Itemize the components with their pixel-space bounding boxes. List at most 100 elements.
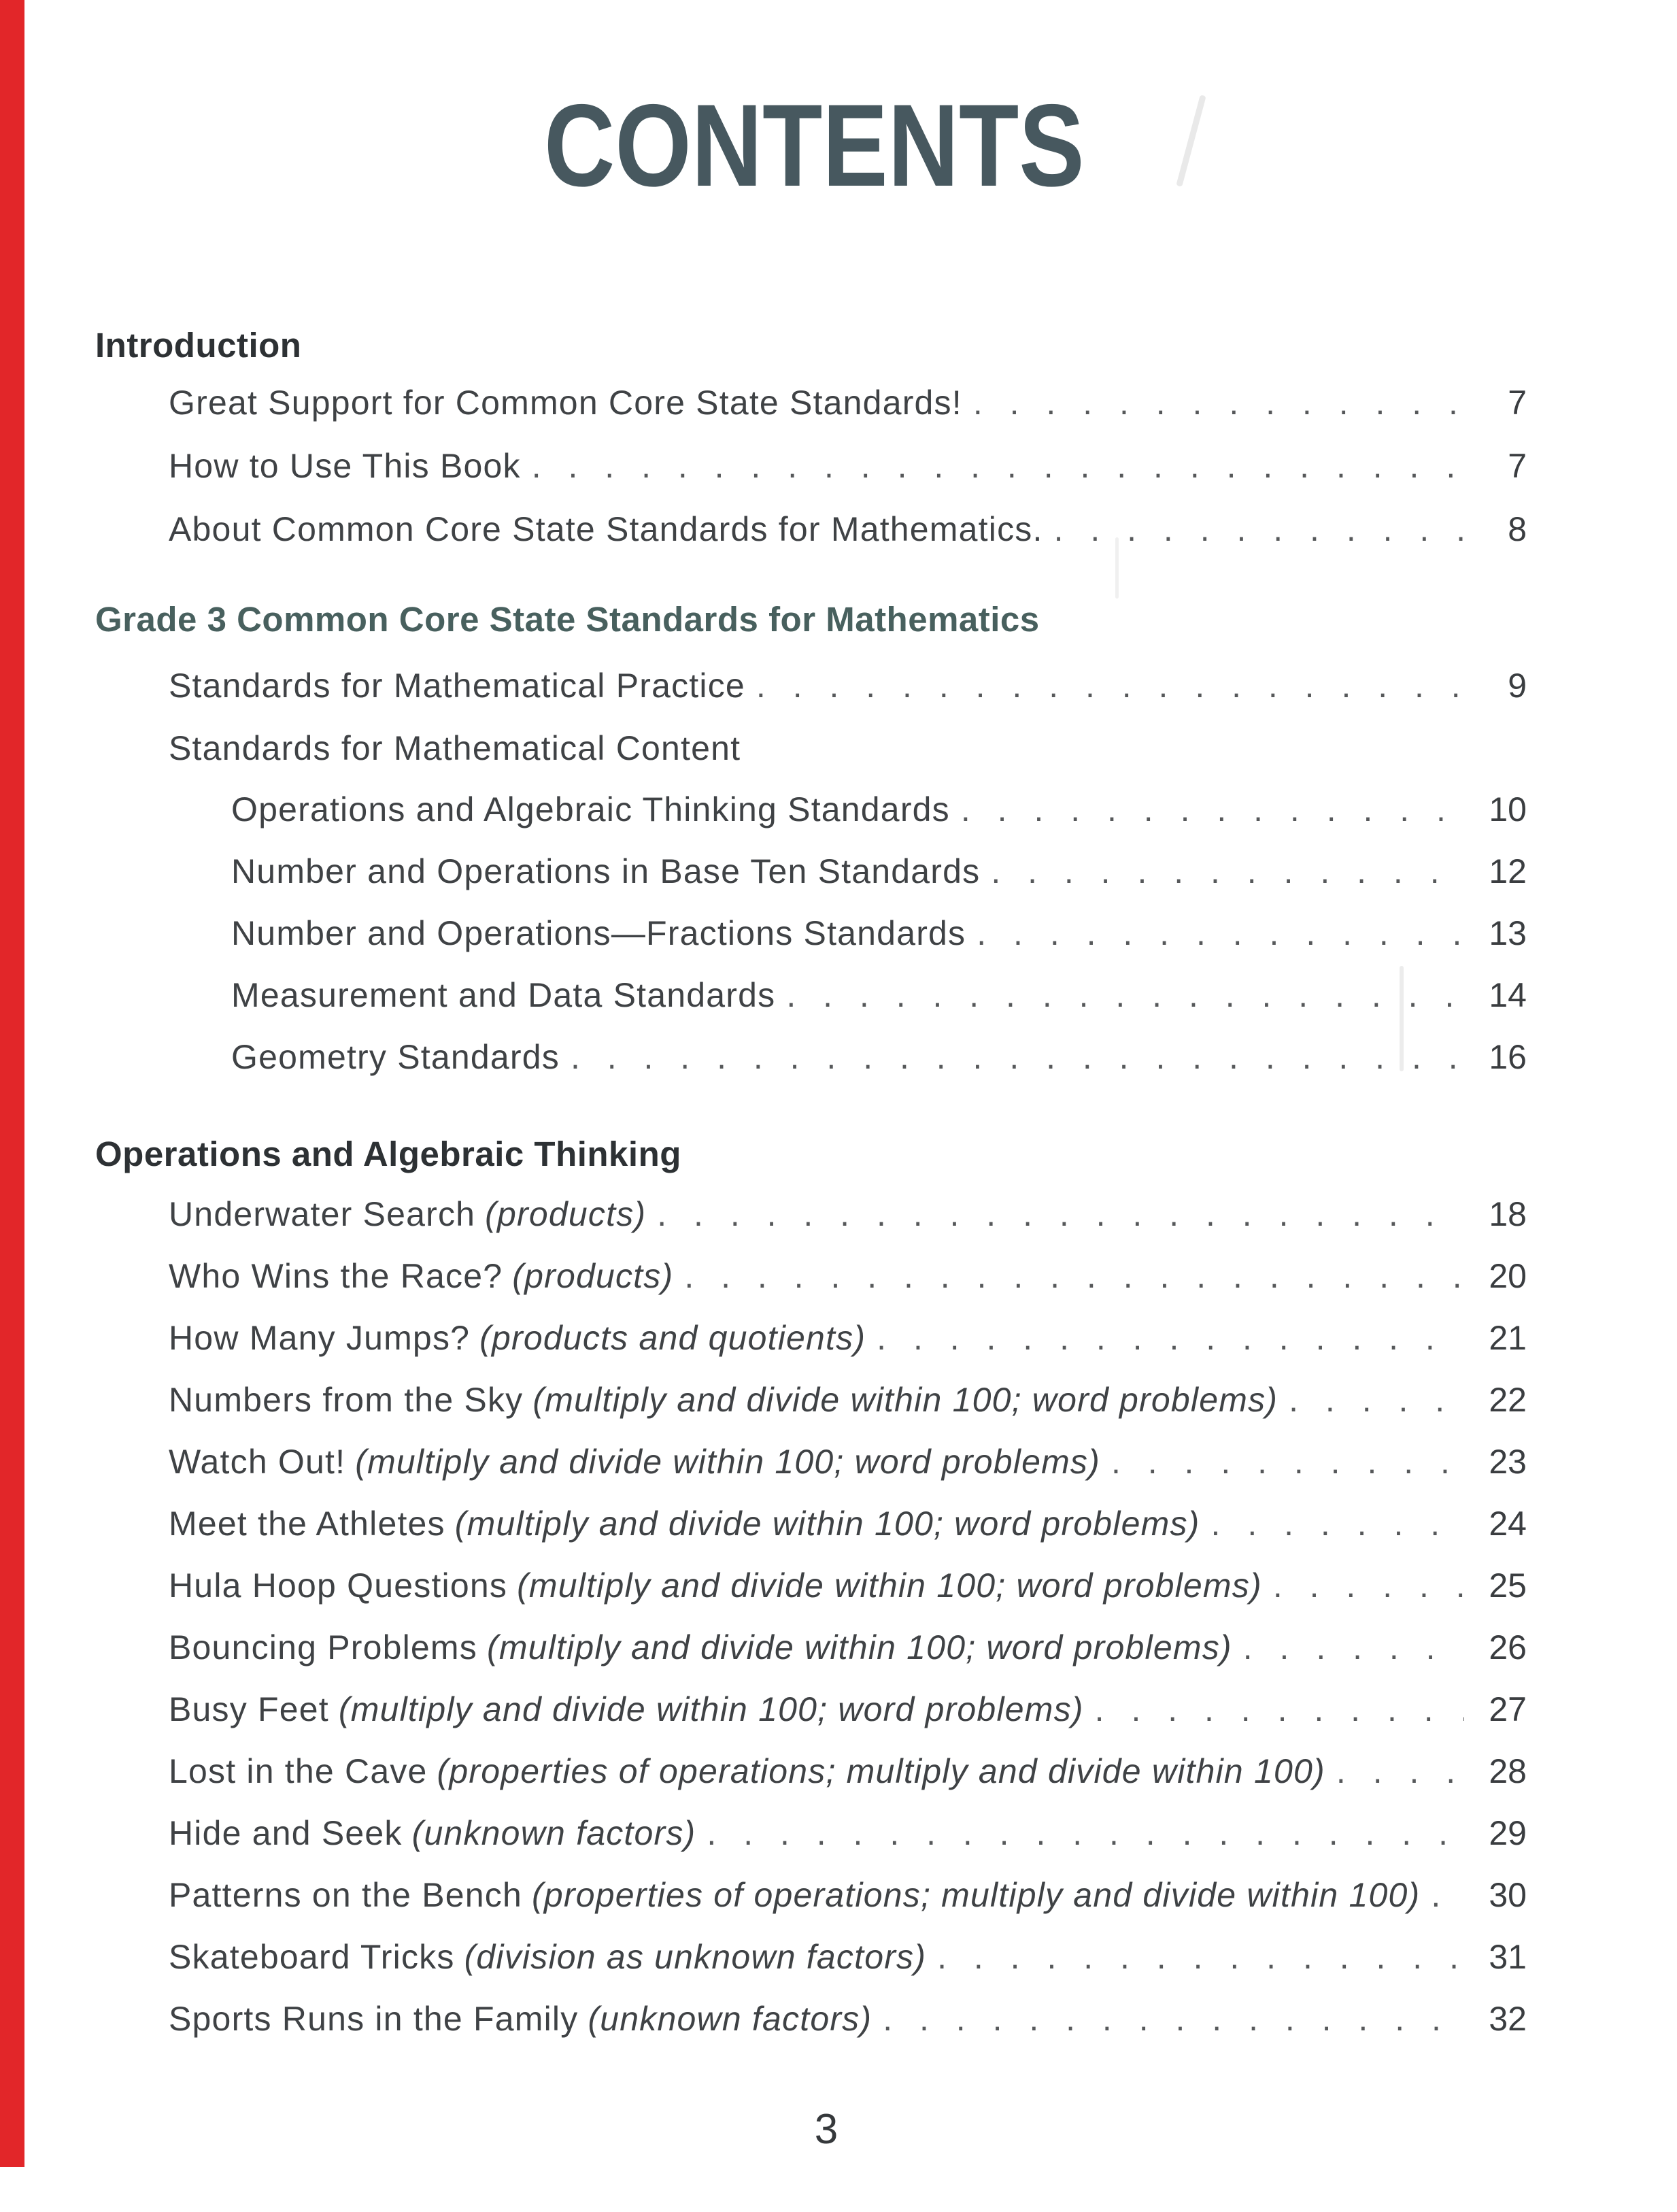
entry-note: (multiply and divide within 100; word pr…	[486, 1628, 1232, 1666]
toc-entry: Number and Operations—Fractions Standard…	[231, 913, 1527, 954]
toc-entry: How Many Jumps?(products and quotients) 2…	[169, 1318, 1527, 1358]
entry-title: Underwater Search	[169, 1195, 476, 1233]
dot-leader	[937, 1937, 1464, 1977]
entry-page-number: 26	[1489, 1628, 1527, 1666]
entry-page-number: 29	[1489, 1814, 1527, 1852]
entry-title: Sports Runs in the Family	[169, 2000, 579, 2038]
entry-title: Measurement and Data Standards	[231, 976, 776, 1014]
entry-title: How to Use This Book	[169, 447, 521, 485]
toc-entry: Sports Runs in the Family (unknown factor…	[169, 1998, 1527, 2039]
entry-title: Watch Out!	[169, 1443, 346, 1481]
toc-entry: Watch Out! (multiply and divide within 10…	[169, 1441, 1527, 1482]
folio-page-number: 3	[814, 2106, 838, 2153]
section-header-grade3-standards: Grade 3 Common Core State Standards for …	[95, 600, 1040, 639]
toc-entry: Measurement and Data Standards 14	[231, 975, 1527, 1016]
entry-page-number: 31	[1489, 1938, 1527, 1976]
entry-title: Standards for Mathematical Practice	[169, 667, 745, 705]
toc-entry: Lost in the Cave (properties of operation…	[169, 1751, 1527, 1792]
dot-leader	[977, 913, 1464, 954]
toc-entry: Hula Hoop Questions (multiply and divide …	[169, 1565, 1527, 1606]
dot-leader	[1095, 1689, 1464, 1730]
entry-page-number: 28	[1489, 1752, 1527, 1790]
entry-title: Number and Operations—Fractions Standard…	[231, 914, 966, 952]
entry-title: Geometry Standards	[231, 1038, 560, 1076]
toc-entry: Standards for Mathematical Content	[169, 728, 1527, 769]
red-edge-stripe	[0, 0, 24, 2167]
entry-title: Patterns on the Bench	[169, 1876, 522, 1914]
entry-title: Lost in the Cave	[169, 1752, 428, 1790]
entry-page-number: 25	[1489, 1566, 1527, 1605]
entry-note: (unknown factors)	[411, 1814, 696, 1852]
toc-entry: Number and Operations in Base Ten Standa…	[231, 851, 1527, 892]
entry-page-number: 13	[1489, 914, 1527, 952]
toc-entry: Bouncing Problems (multiply and divide wi…	[169, 1627, 1527, 1668]
entry-page-number: 16	[1489, 1038, 1527, 1076]
entry-title: Great Support for Common Core State Stan…	[169, 384, 962, 422]
entry-note: (multiply and divide within 100; word pr…	[454, 1505, 1200, 1543]
scan-streak-mark	[1400, 966, 1404, 1071]
dot-leader	[1111, 1441, 1464, 1482]
entry-page-number: 10	[1489, 790, 1527, 828]
entry-title: Busy Feet	[169, 1690, 329, 1728]
entry-title: Who Wins the Race?	[169, 1257, 503, 1295]
entry-page-number: 21	[1489, 1319, 1527, 1357]
entry-title: Numbers from the Sky	[169, 1381, 524, 1419]
entry-page-number: 8	[1508, 510, 1527, 548]
entry-note: (multiply and divide within 100; word pr…	[338, 1690, 1084, 1728]
entry-note: (products and quotients)	[479, 1319, 866, 1357]
entry-note: (multiply and divide within 100; word pr…	[532, 1381, 1278, 1419]
dot-leader	[1431, 1875, 1464, 1915]
toc-entry: Operations and Algebraic Thinking Standa…	[231, 789, 1527, 830]
dot-leader	[684, 1256, 1464, 1296]
toc-entry: Numbers from the Sky (multiply and divide…	[169, 1379, 1527, 1420]
entry-title: Hula Hoop Questions	[169, 1566, 508, 1605]
dot-leader	[1273, 1565, 1464, 1606]
entry-title: Meet the Athletes	[169, 1505, 445, 1543]
section-header-operations-algebraic-thinking: Operations and Algebraic Thinking	[95, 1135, 681, 1173]
entry-title: How Many Jumps?	[169, 1319, 471, 1357]
dot-leader	[1336, 1751, 1464, 1792]
dot-leader	[571, 1037, 1464, 1077]
toc-entry: How to Use This Book 7	[169, 446, 1527, 486]
toc-entry: Hide and Seek(unknown factors) 29	[169, 1813, 1527, 1854]
toc-entry: Underwater Search(products) 18	[169, 1194, 1527, 1235]
toc-entry: Busy Feet (multiply and divide within 100…	[169, 1689, 1527, 1730]
entry-page-number: 23	[1489, 1443, 1527, 1481]
entry-title: Bouncing Problems	[169, 1628, 477, 1666]
dot-leader	[786, 975, 1464, 1016]
entry-page-number: 24	[1489, 1505, 1527, 1543]
toc-entry: Great Support for Common Core State Stan…	[169, 382, 1527, 423]
entry-page-number: 30	[1489, 1876, 1527, 1914]
entry-note: (properties of operations; multiply and …	[437, 1752, 1325, 1790]
entry-note: (properties of operations; multiply and …	[531, 1876, 1421, 1914]
toc-entry: About Common Core State Standards for Ma…	[169, 509, 1527, 550]
page-title: CONTENTS	[544, 80, 1085, 211]
entry-page-number: 20	[1489, 1257, 1527, 1295]
entry-note: (division as unknown factors)	[464, 1938, 927, 1976]
dot-leader	[1243, 1627, 1464, 1668]
dot-leader	[883, 1998, 1464, 2039]
entry-title: Skateboard Tricks	[169, 1938, 455, 1976]
section-header-introduction: Introduction	[95, 326, 302, 365]
entry-note: (products)	[485, 1195, 647, 1233]
dot-leader	[1054, 509, 1464, 550]
entry-title: About Common Core State Standards for Ma…	[169, 510, 1043, 548]
entry-page-number: 22	[1489, 1381, 1527, 1419]
entry-title: Standards for Mathematical Content	[169, 729, 741, 767]
entry-note: (multiply and divide within 100; word pr…	[355, 1443, 1100, 1481]
dot-leader	[1289, 1379, 1464, 1420]
entry-note: (multiply and divide within 100; word pr…	[517, 1566, 1262, 1605]
entry-note: (unknown factors)	[588, 2000, 873, 2038]
entry-page-number: 12	[1489, 852, 1527, 890]
toc-entry: Who Wins the Race?(products) 20	[169, 1256, 1527, 1296]
entry-page-number: 7	[1508, 447, 1527, 485]
dot-leader	[1211, 1503, 1464, 1544]
dot-leader	[973, 382, 1464, 423]
toc-entry: Patterns on the Bench (properties of oper…	[169, 1875, 1527, 1915]
dot-leader	[657, 1194, 1464, 1235]
entry-page-number: 9	[1508, 667, 1527, 705]
entry-title: Hide and Seek	[169, 1814, 403, 1852]
toc-entry: Geometry Standards 16	[231, 1037, 1527, 1077]
toc-entry: Skateboard Tricks (division as unknown fa…	[169, 1937, 1527, 1977]
